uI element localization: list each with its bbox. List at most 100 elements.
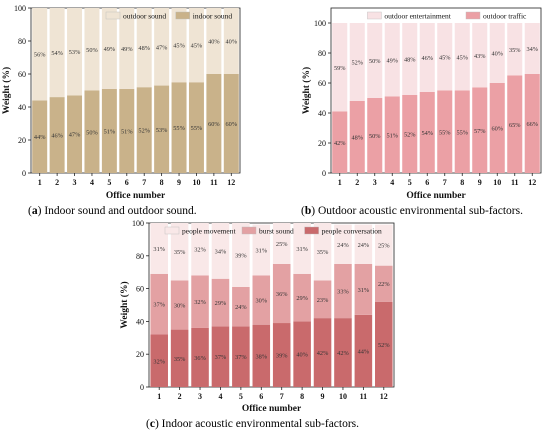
data-label: 53% xyxy=(156,127,168,134)
y-tick-label: 60 xyxy=(136,285,144,294)
y-axis-title: Weight (%) xyxy=(1,67,12,114)
x-tick-label: 11 xyxy=(210,178,218,187)
bar-segment xyxy=(171,82,187,173)
legend-swatch xyxy=(304,226,319,235)
data-label: 38% xyxy=(256,353,268,360)
bar-segment xyxy=(101,8,117,89)
data-label: 37% xyxy=(153,302,165,309)
legend-swatch xyxy=(241,226,257,235)
x-tick-label: 1 xyxy=(338,178,342,187)
bar-segment xyxy=(454,90,470,173)
bar-segment xyxy=(375,265,393,302)
x-tick-label: 3 xyxy=(198,392,202,401)
y-axis-title: Weight (%) xyxy=(301,67,312,114)
x-tick-label: 6 xyxy=(125,178,129,187)
bar-segment xyxy=(472,23,488,88)
bar-segment xyxy=(188,8,204,83)
bar-segment xyxy=(367,98,383,173)
data-label: 49% xyxy=(386,57,398,64)
bar-segment xyxy=(232,326,250,387)
data-label: 48% xyxy=(138,45,150,52)
x-tick-label: 8 xyxy=(300,392,304,401)
data-label: 52% xyxy=(138,128,150,135)
data-label: 55% xyxy=(439,129,451,136)
bar-segment xyxy=(472,87,488,173)
bar-segment xyxy=(206,8,222,74)
bar-segment xyxy=(150,223,168,274)
x-axis-title: Office number xyxy=(242,404,302,414)
data-label: 57% xyxy=(474,128,486,135)
bar-segment xyxy=(354,224,373,264)
data-label: 31% xyxy=(153,246,165,253)
data-label: 54% xyxy=(51,50,63,57)
bar-segment xyxy=(32,100,48,173)
legend-label: outdoor traffic xyxy=(483,12,527,21)
data-label: 35% xyxy=(509,47,521,54)
bar-segment xyxy=(32,8,48,101)
bar-segment xyxy=(334,264,352,319)
bar-segment xyxy=(419,92,435,173)
data-label: 50% xyxy=(86,47,98,54)
bar-segment xyxy=(354,314,373,387)
x-tick-label: 12 xyxy=(528,178,536,187)
data-label: 44% xyxy=(34,134,46,141)
chart-a: 0 20 40 60 80 100 44% 56% 1 46% 54% 2 47% 53% 3 50% 50% 4… xyxy=(1,4,241,201)
bar-segment xyxy=(206,74,222,173)
bar-segment xyxy=(211,326,230,387)
x-tick-label: 4 xyxy=(390,178,394,187)
data-label: 52% xyxy=(351,60,363,67)
bar-segment xyxy=(313,223,332,281)
data-label: 55% xyxy=(191,125,203,132)
data-label: 42% xyxy=(317,350,329,357)
legend-swatch xyxy=(175,11,191,20)
x-tick-label: 12 xyxy=(380,392,388,401)
y-tick-label: 100 xyxy=(314,19,326,28)
bar-segment xyxy=(349,101,365,173)
bar-segment xyxy=(349,23,365,101)
y-tick-label: 80 xyxy=(18,37,26,46)
bar-segment xyxy=(489,83,505,173)
bar-segment xyxy=(272,264,291,324)
bar-segment xyxy=(375,301,393,387)
bar-segment xyxy=(191,223,209,276)
x-tick-label: 10 xyxy=(339,392,347,401)
y-tick-label: 40 xyxy=(136,317,144,326)
bar-segment xyxy=(252,275,271,325)
data-label: 50% xyxy=(86,129,98,136)
data-label: 32% xyxy=(194,247,206,254)
x-tick-label: 10 xyxy=(493,178,501,187)
bar-segment xyxy=(402,23,418,95)
bar-segment xyxy=(67,95,83,173)
x-tick-label: 2 xyxy=(55,178,59,187)
data-label: 48% xyxy=(404,57,416,64)
bar-segment xyxy=(252,224,271,276)
data-label: 40% xyxy=(208,39,220,46)
data-label: 40% xyxy=(491,51,503,58)
y-tick-label: 100 xyxy=(132,219,144,228)
data-label: 45% xyxy=(173,43,185,50)
x-axis-title: Office number xyxy=(106,191,166,201)
data-label: 52% xyxy=(404,132,416,139)
bar-segment xyxy=(188,82,204,173)
x-tick-label: 1 xyxy=(38,178,42,187)
bar-segment xyxy=(49,97,65,173)
data-label: 45% xyxy=(191,43,203,50)
data-label: 55% xyxy=(456,129,468,136)
legend-swatch xyxy=(105,11,121,20)
legend-label: people movement xyxy=(182,227,236,236)
y-tick-label: 80 xyxy=(136,252,144,261)
data-label: 34% xyxy=(215,248,227,255)
x-axis-title: Office number xyxy=(406,191,466,201)
bar-segment xyxy=(119,88,135,173)
x-tick-label: 2 xyxy=(178,392,182,401)
x-tick-label: 4 xyxy=(218,392,222,401)
data-label: 24% xyxy=(337,242,349,249)
data-label: 47% xyxy=(69,132,81,139)
y-tick-label: 60 xyxy=(18,70,26,79)
bar-segment xyxy=(384,23,400,97)
bar-segment xyxy=(437,90,453,173)
caption-b-letter: b xyxy=(305,205,311,217)
bar-segment xyxy=(170,280,189,330)
x-tick-label: 9 xyxy=(177,178,181,187)
data-label: 29% xyxy=(215,300,227,307)
